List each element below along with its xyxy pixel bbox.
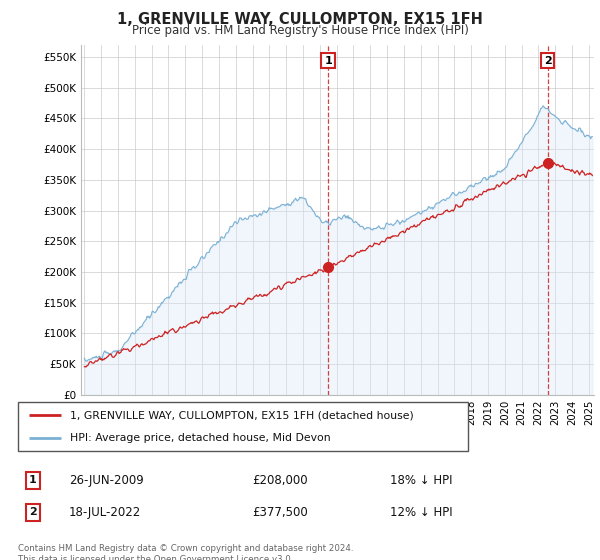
Text: 12% ↓ HPI: 12% ↓ HPI bbox=[390, 506, 452, 519]
Text: 18-JUL-2022: 18-JUL-2022 bbox=[69, 506, 141, 519]
Text: 1, GRENVILLE WAY, CULLOMPTON, EX15 1FH (detached house): 1, GRENVILLE WAY, CULLOMPTON, EX15 1FH (… bbox=[70, 410, 413, 421]
Text: 1: 1 bbox=[324, 55, 332, 66]
Text: £208,000: £208,000 bbox=[252, 474, 308, 487]
Text: 2: 2 bbox=[544, 55, 551, 66]
Text: 1: 1 bbox=[29, 475, 37, 486]
Text: £377,500: £377,500 bbox=[252, 506, 308, 519]
Text: 2: 2 bbox=[29, 507, 37, 517]
Text: 26-JUN-2009: 26-JUN-2009 bbox=[69, 474, 144, 487]
Text: 1, GRENVILLE WAY, CULLOMPTON, EX15 1FH: 1, GRENVILLE WAY, CULLOMPTON, EX15 1FH bbox=[117, 12, 483, 27]
Text: Contains HM Land Registry data © Crown copyright and database right 2024.
This d: Contains HM Land Registry data © Crown c… bbox=[18, 544, 353, 560]
Text: Price paid vs. HM Land Registry's House Price Index (HPI): Price paid vs. HM Land Registry's House … bbox=[131, 24, 469, 36]
Text: HPI: Average price, detached house, Mid Devon: HPI: Average price, detached house, Mid … bbox=[70, 433, 331, 444]
Text: 18% ↓ HPI: 18% ↓ HPI bbox=[390, 474, 452, 487]
